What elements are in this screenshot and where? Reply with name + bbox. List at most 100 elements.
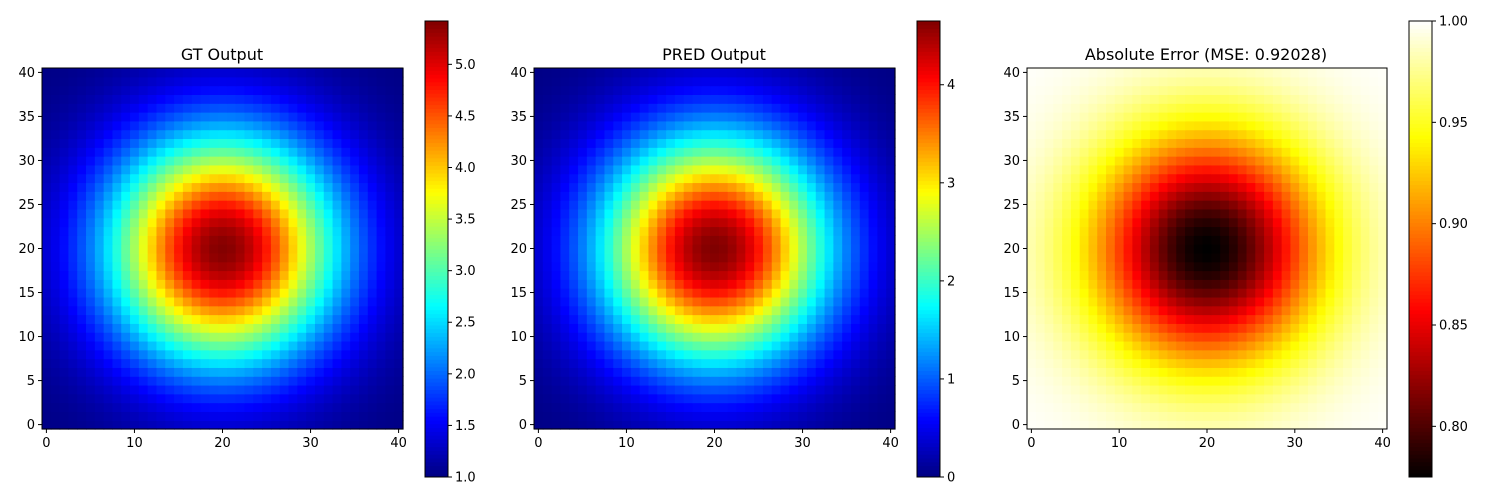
heatmap-cell [1369, 315, 1378, 324]
heatmap-cell [1203, 235, 1212, 244]
heatmap-cell [789, 156, 798, 165]
heatmap-cell [324, 138, 333, 147]
heatmap-cell [271, 226, 280, 235]
heatmap-cell [1352, 271, 1361, 280]
heatmap-cell [262, 86, 271, 95]
heatmap-cell [825, 376, 834, 385]
heatmap-cell [385, 279, 394, 288]
heatmap-cell [754, 359, 763, 368]
heatmap-cell [1343, 332, 1352, 341]
heatmap-cell [1282, 367, 1291, 376]
heatmap-cell [183, 218, 192, 227]
heatmap-cell [772, 297, 781, 306]
heatmap-cell [1124, 306, 1133, 315]
heatmap-cell [315, 130, 324, 139]
heatmap-cell [877, 235, 886, 244]
heatmap-cell [60, 209, 69, 218]
heatmap-cell [1238, 359, 1247, 368]
heatmap-cell [781, 367, 790, 376]
heatmap-cell [578, 385, 587, 394]
heatmap-cell [130, 218, 139, 227]
heatmap-cell [798, 376, 807, 385]
colorbar-segment [917, 249, 940, 253]
heatmap-cell [1176, 226, 1185, 235]
heatmap-cell [877, 271, 886, 280]
heatmap-cell [1053, 226, 1062, 235]
heatmap-cell [543, 411, 552, 420]
heatmap-cell [675, 332, 684, 341]
heatmap-cell [604, 306, 613, 315]
heatmap-cell [51, 341, 60, 350]
heatmap-cell [1220, 420, 1229, 429]
heatmap-cell [684, 271, 693, 280]
heatmap-cell [534, 156, 543, 165]
heatmap-cell [165, 156, 174, 165]
heatmap-cell [1176, 165, 1185, 174]
heatmap-cell [174, 147, 183, 156]
heatmap-cell [1027, 191, 1036, 200]
heatmap-cell [1088, 297, 1097, 306]
heatmap-cell [245, 191, 254, 200]
heatmap-cell [1352, 341, 1361, 350]
heatmap-cell [394, 411, 403, 420]
heatmap-cell [1247, 279, 1256, 288]
heatmap-cell [754, 403, 763, 412]
heatmap-cell [745, 191, 754, 200]
heatmap-cell [1326, 156, 1335, 165]
heatmap-cell [262, 94, 271, 103]
heatmap-cell [1053, 332, 1062, 341]
colorbar-segment [425, 382, 448, 386]
heatmap-cell [1071, 271, 1080, 280]
heatmap-cell [781, 182, 790, 191]
heatmap-cell [289, 394, 298, 403]
heatmap-cell [42, 367, 51, 376]
heatmap-cell [306, 376, 315, 385]
heatmap-cell [350, 271, 359, 280]
heatmap-cell [1027, 288, 1036, 297]
heatmap-cell [245, 394, 254, 403]
heatmap-cell [640, 376, 649, 385]
heatmap-cell [613, 138, 622, 147]
heatmap-cell [1317, 332, 1326, 341]
heatmap-cell [781, 147, 790, 156]
heatmap-cell [121, 94, 130, 103]
heatmap-cell [807, 94, 816, 103]
heatmap-cell [1159, 174, 1168, 183]
heatmap-cell [842, 200, 851, 209]
heatmap-cell [1255, 279, 1264, 288]
heatmap-cell [271, 253, 280, 262]
heatmap-cell [227, 367, 236, 376]
heatmap-cell [728, 165, 737, 174]
heatmap-cell [825, 411, 834, 420]
heatmap-cell [728, 77, 737, 86]
heatmap-cell [394, 262, 403, 271]
heatmap-cell [1203, 297, 1212, 306]
heatmap-cell [596, 271, 605, 280]
heatmap-cell [1167, 297, 1176, 306]
heatmap-cell [112, 235, 121, 244]
heatmap-cell [1220, 350, 1229, 359]
colorbar-segment [917, 454, 940, 458]
heatmap-cell [648, 174, 657, 183]
heatmap-cell [1132, 262, 1141, 271]
heatmap-cell [1299, 244, 1308, 253]
heatmap-cell [324, 367, 333, 376]
heatmap-cell [1045, 174, 1054, 183]
heatmap-cell [675, 121, 684, 130]
heatmap-cell [42, 323, 51, 332]
heatmap-cell [1203, 359, 1212, 368]
heatmap-cell [1282, 182, 1291, 191]
heatmap-cell [798, 306, 807, 315]
heatmap-cell [1115, 350, 1124, 359]
heatmap-cell [789, 86, 798, 95]
colorbar-segment [425, 374, 448, 378]
heatmap-cell [622, 156, 631, 165]
heatmap-cell [543, 86, 552, 95]
heatmap-cell [306, 315, 315, 324]
heatmap-cell [1247, 235, 1256, 244]
heatmap-cell [886, 235, 895, 244]
heatmap-cell [737, 271, 746, 280]
heatmap-cell [1255, 174, 1264, 183]
heatmap-cell [1369, 350, 1378, 359]
heatmap-cell [684, 385, 693, 394]
